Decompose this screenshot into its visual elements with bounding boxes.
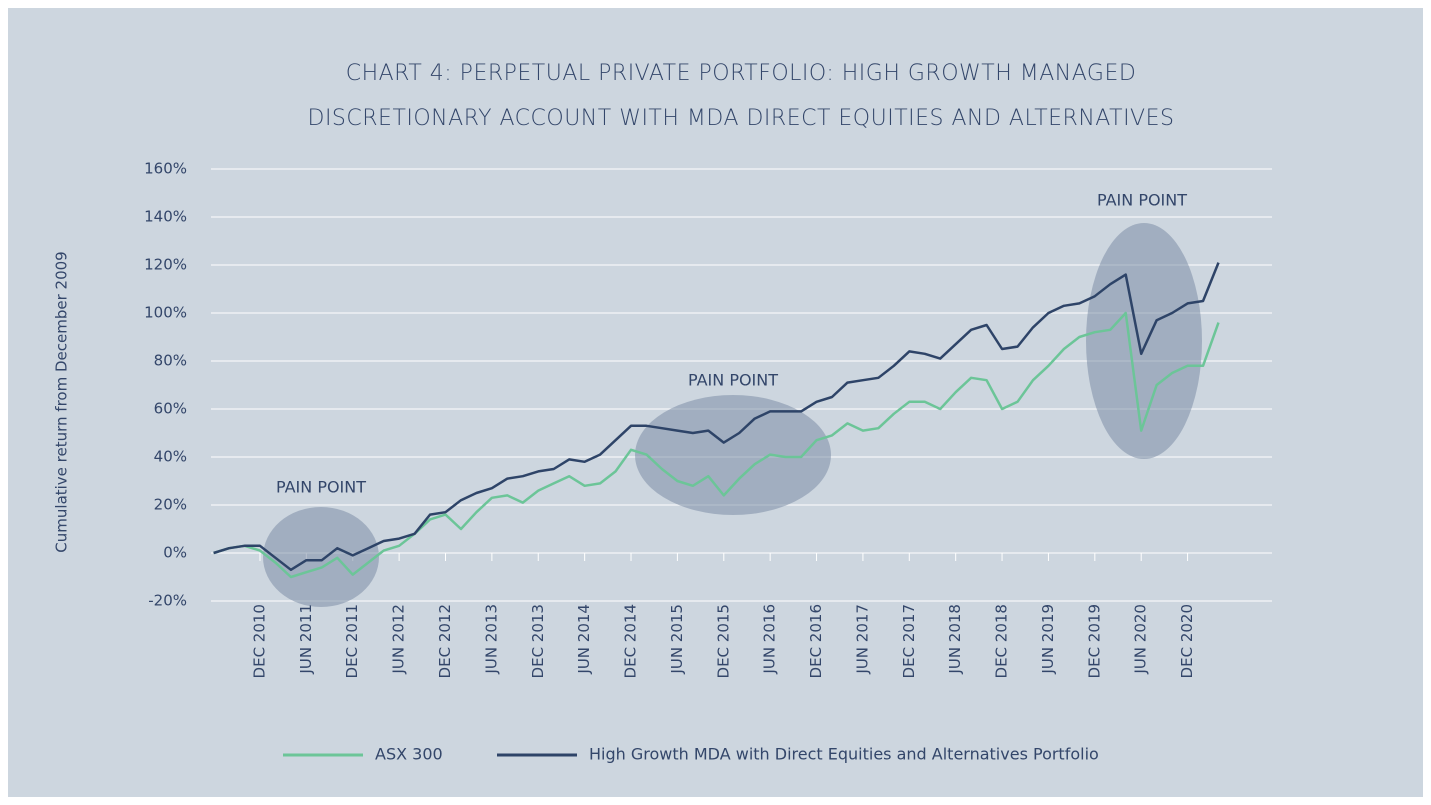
chart-title: CHART 4: PERPETUAL PRIVATE PORTFOLIO: HI… — [346, 61, 1137, 86]
y-tick-label: 80% — [154, 352, 187, 370]
x-tick-label: DEC 2020 — [1178, 604, 1196, 678]
annotation: PAIN POINT — [688, 371, 778, 390]
x-tick-label: DEC 2017 — [900, 604, 918, 678]
x-tick-label: DEC 2012 — [436, 604, 454, 678]
x-tick-label: DEC 2010 — [250, 604, 268, 678]
x-tick-label: DEC 2016 — [807, 604, 825, 678]
x-tick-label: DEC 2014 — [622, 604, 640, 678]
x-tick-label: JUN 2011 — [297, 604, 315, 675]
chart-title: DISCRETIONARY ACCOUNT WITH MDA DIRECT EQ… — [308, 106, 1175, 131]
x-tick-label: JUN 2019 — [1039, 604, 1057, 675]
x-tick-label: JUN 2013 — [482, 604, 500, 675]
x-tick-label: JUN 2012 — [390, 604, 408, 675]
x-tick-label: DEC 2013 — [529, 604, 547, 678]
y-tick-label: 0% — [163, 544, 187, 562]
highlight-ellipse — [263, 507, 379, 607]
x-tick-label: JUN 2020 — [1132, 604, 1150, 675]
annotation: PAIN POINT — [276, 478, 366, 497]
data-line — [213, 311, 1220, 579]
x-tick-label: JUN 2017 — [853, 604, 871, 675]
y-axis-label: Cumulative return from December 2009 — [53, 251, 71, 552]
legend-label: High Growth MDA with Direct Equities and… — [589, 745, 1099, 764]
x-tick-label: DEC 2019 — [1085, 604, 1103, 678]
data-line — [213, 262, 1220, 572]
lines — [213, 262, 1220, 579]
y-tick-label: 20% — [154, 496, 187, 514]
x-tick-label: JUN 2015 — [668, 604, 686, 675]
y-tick-label: -20% — [148, 592, 187, 610]
legend-label: ASX 300 — [375, 745, 443, 764]
x-tick-label: DEC 2015 — [714, 604, 732, 678]
x-tick-label: JUN 2018 — [946, 604, 964, 675]
y-tick-label: 60% — [154, 400, 187, 418]
highlight-ellipse — [635, 395, 831, 515]
y-tick-label: 140% — [144, 208, 187, 226]
y-tick-label: 160% — [144, 160, 187, 178]
x-tick-label: DEC 2018 — [993, 604, 1011, 678]
x-tick-label: DEC 2011 — [343, 604, 361, 678]
annotation: PAIN POINT — [1097, 191, 1187, 210]
y-tick-label: 120% — [144, 256, 187, 274]
x-tick-label: JUN 2016 — [761, 604, 779, 675]
x-tick-label: JUN 2014 — [575, 604, 593, 675]
y-tick-label: 40% — [154, 448, 187, 466]
y-tick-label: 100% — [144, 304, 187, 322]
legend: ASX 300 High Growth MDA with Direct Equi… — [283, 745, 1099, 764]
